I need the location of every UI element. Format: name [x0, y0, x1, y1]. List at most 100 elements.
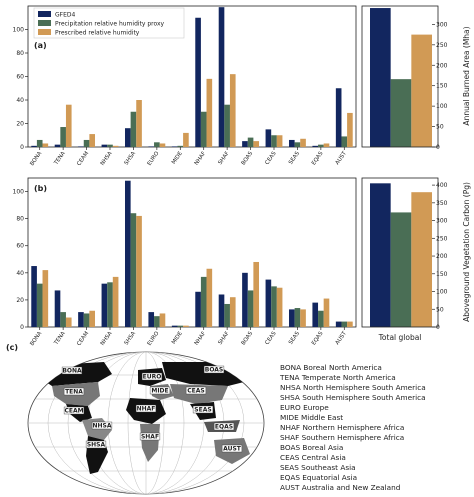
panel-b-total-bar-prescribed — [411, 192, 432, 327]
panel-a-y-tick-label: 60 — [16, 74, 24, 81]
panel-b-bar-eqas-precip-proxy — [318, 310, 324, 327]
panel-b-total-y-axis: 0 50 100 150 200 250 300 350 400 — [432, 182, 448, 331]
panel-b-bar-seas-precip-proxy — [294, 308, 301, 327]
panel-b-total-y-tick-label: 150 — [436, 271, 448, 278]
panel-b-bar-shsa-prescribed — [136, 215, 142, 327]
panel-a-bar-eqas-prescribed — [323, 143, 330, 147]
panel-b-bar-mide-gfed4 — [171, 325, 178, 327]
legend-label-precip-proxy: Precipitation relative humidity proxy — [55, 21, 165, 28]
panel-a-bar-bona-precip-proxy — [36, 139, 43, 147]
panel-b-bar-ceam-gfed4 — [78, 312, 84, 327]
panel-a-total-frame — [361, 5, 439, 148]
panel-a-bar-seas-gfed4 — [288, 139, 295, 147]
region-label-euro: EURO — [143, 374, 162, 381]
panel-b-x-tick-label-seas: SEAS — [288, 330, 301, 346]
panel-b-total-y-label: Aboveground Vegetation Carbon (Pg) — [462, 182, 471, 322]
panel-b-bar-aust-gfed4 — [335, 321, 342, 327]
region-label-box-tena — [63, 387, 85, 396]
legend-swatch-gfed4 — [38, 11, 51, 17]
panel-b-bar-eqas-gfed4 — [312, 302, 319, 327]
panel-b-x-tick-label-aust: AUST — [335, 330, 349, 346]
panel-b-y-tick-label: 60 — [16, 243, 24, 250]
panel-b-bar-aust-prescribed — [347, 321, 353, 327]
region-label-box-euro — [141, 372, 163, 381]
panel-b-total-bar-gfed4 — [370, 183, 391, 327]
panel-a-regional-burned-area: 0 20 40 60 80 100 BONA TENA CEAM NHSA SHSA EURO MID… — [13, 5, 357, 168]
panel-a-y-tick-label: 40 — [16, 97, 24, 104]
panel-a-x-tick-label-bona: BONA — [29, 151, 43, 168]
panel-b-bar-boas-precip-proxy — [247, 290, 254, 327]
panel-a-x-tick-label-ceas: CEAS — [264, 150, 278, 166]
panel-b-bar-shaf-precip-proxy — [224, 303, 230, 327]
region-label-box-bona — [61, 366, 83, 375]
region-label-box-mide — [149, 386, 171, 395]
region-label-bona: BONA — [62, 368, 82, 375]
panel-b-total-y-tick-label: 300 — [436, 218, 448, 225]
panel-a-total-y-tick-label: 300 — [436, 21, 448, 28]
region-label-boas: BOAS — [205, 367, 223, 374]
panel-a-total-bars — [370, 8, 432, 148]
legend-label-gfed4: GFED4 — [55, 12, 76, 19]
region-label-nhsa: NHSA — [92, 423, 111, 430]
panel-a-bar-nhsa-gfed4 — [101, 144, 108, 147]
region-legend-item: EURO Europe — [280, 403, 329, 412]
legend-swatch-precip-proxy — [38, 20, 51, 26]
panel-b-total-bars — [370, 183, 432, 327]
panel-a-bar-shsa-gfed4 — [124, 128, 131, 147]
panel-a-y-tick-label: 80 — [16, 50, 24, 57]
panel-b-bar-ceas-prescribed — [276, 287, 283, 327]
panel-a-x-tick-label-nhsa: NHSA — [100, 151, 114, 167]
region-label-shsa: SHSA — [87, 442, 106, 449]
panel-a-y-tick-label: 0 — [20, 144, 24, 151]
panel-a-x-tick-label-boas: BOAS — [241, 150, 255, 166]
panel-b-y-tick-label: 80 — [16, 216, 24, 223]
panel-a-bar-aust-gfed4 — [335, 88, 342, 147]
region-legend-item: NHSA North Hemisphere South America — [280, 383, 426, 392]
panel-a-bar-seas-precip-proxy — [294, 142, 301, 147]
panel-b-bar-shsa-gfed4 — [124, 180, 131, 327]
panel-a-x-tick-label-ceam: CEAM — [76, 151, 90, 168]
panel-b-total-y-tick-label: 350 — [436, 200, 448, 207]
panel-b-x-axis: BONA TENA CEAM NHSA SHSA EURO MIDE NHAF SHAF BOAS… — [29, 327, 348, 347]
region-label-box-eqas — [213, 422, 235, 431]
panel-b-bar-ceam-precip-proxy — [83, 313, 90, 327]
region-legend-item: SEAS Southeast Asia — [280, 463, 356, 472]
panel-a-bar-nhaf-precip-proxy — [200, 111, 207, 147]
panel-a-bar-seas-prescribed — [300, 138, 306, 147]
panel-a-x-tick-label-seas: SEAS — [288, 150, 301, 166]
panel-b-bar-nhaf-prescribed — [206, 268, 213, 327]
panel-a-total-y-tick-label: 200 — [436, 62, 448, 69]
panel-b-x-tick-label-shaf: SHAF — [218, 331, 231, 346]
panel-a-bar-tena-gfed4 — [54, 144, 61, 147]
legend: GFED4 Precipitation relative humidity pr… — [33, 7, 185, 39]
panel-a-total-y-label: Annual Burned Area (Mha) — [462, 26, 471, 125]
panel-a-total-burned-area: 0 50 100 150 200 250 300 Annual Burned Area (M… — [361, 5, 471, 151]
panel-b-x-tick-label-tena: TENA — [53, 331, 67, 348]
panel-a-x-tick-label-eqas: EQAS — [311, 150, 325, 166]
panel-b-y-tick-label: 20 — [16, 297, 24, 304]
panel-a-x-tick-label-euro: EURO — [147, 150, 161, 167]
panel-b-x-tick-label-ceam: CEAM — [76, 331, 90, 348]
panel-b-bar-nhsa-prescribed — [112, 276, 119, 327]
panel-b-regional-vegetation-carbon: 0 20 40 60 80 100 BONA TENA CEAM NHSA SHSA EURO MID… — [13, 177, 357, 347]
panel-b-x-tick-label-ceas: CEAS — [264, 330, 278, 346]
panel-a-bar-eqas-gfed4 — [312, 145, 319, 147]
panel-a-bar-ceas-prescribed — [276, 135, 283, 147]
panel-b-bar-ceas-gfed4 — [265, 279, 272, 327]
panel-b-bar-bona-prescribed — [42, 270, 49, 327]
panel-b-bar-nhsa-gfed4 — [101, 283, 108, 327]
panel-a-bar-boas-precip-proxy — [247, 137, 254, 147]
region-label-seas: SEAS — [194, 407, 211, 414]
panel-a-bars — [31, 7, 353, 147]
panel-b-bar-shsa-precip-proxy — [130, 213, 137, 327]
panel-a-bar-nhsa-precip-proxy — [107, 144, 113, 147]
panel-b-x-tick-label-bona: BONA — [29, 331, 43, 348]
panel-b-bar-boas-gfed4 — [242, 272, 248, 327]
panel-b-y-tick-label: 40 — [16, 270, 24, 277]
region-legend-item: EQAS Equatorial Asia — [280, 473, 357, 482]
region-legend-item: SHAF Southern Hemisphere Africa — [280, 433, 404, 442]
panel-b-bar-nhaf-precip-proxy — [200, 276, 207, 327]
panel-a-total-y-tick-label: 50 — [436, 124, 444, 131]
panel-a-bar-tena-prescribed — [65, 104, 72, 147]
